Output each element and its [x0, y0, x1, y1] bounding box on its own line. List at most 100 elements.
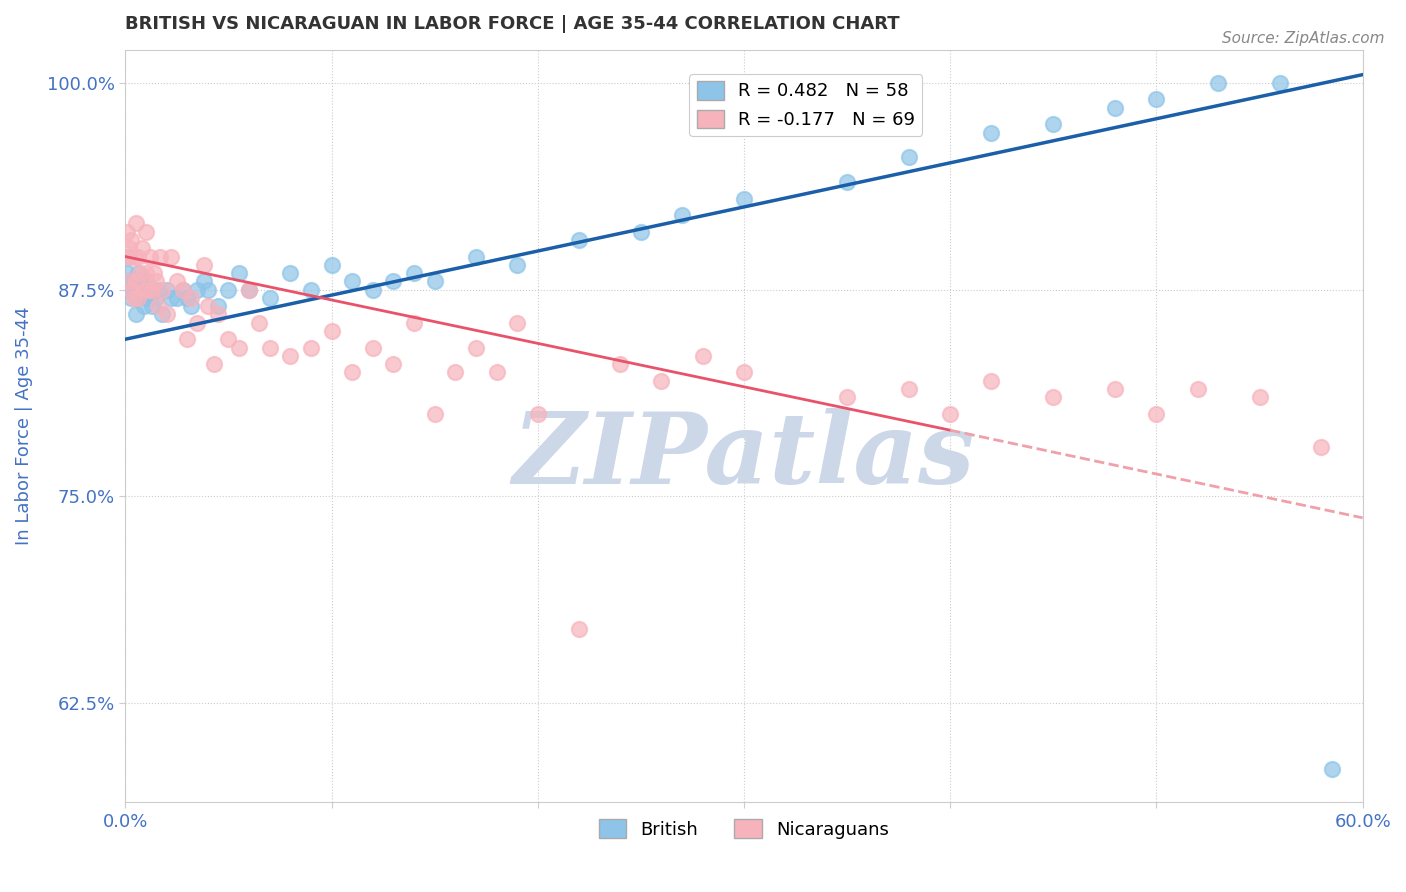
Point: [835, 390, 858, 404]
Point: [247, 316, 270, 330]
Point: [172, 283, 194, 297]
Point: [526, 407, 548, 421]
Point: [217, 283, 239, 297]
Point: [1104, 382, 1126, 396]
Point: [176, 291, 198, 305]
Point: [193, 258, 215, 272]
Point: [464, 250, 486, 264]
Point: [145, 274, 167, 288]
Text: ZIPatlas: ZIPatlas: [513, 408, 976, 504]
Point: [692, 349, 714, 363]
Point: [118, 274, 141, 288]
Text: BRITISH VS NICARAGUAN IN LABOR FORCE | AGE 35-44 CORRELATION CHART: BRITISH VS NICARAGUAN IN LABOR FORCE | A…: [125, 15, 900, 33]
Point: [321, 258, 343, 272]
Point: [122, 291, 145, 305]
Point: [121, 291, 143, 305]
Point: [1249, 390, 1271, 404]
Point: [121, 283, 143, 297]
Point: [135, 291, 157, 305]
Point: [152, 307, 174, 321]
Point: [193, 274, 215, 288]
Point: [148, 299, 170, 313]
Point: [278, 349, 301, 363]
Point: [423, 407, 446, 421]
Point: [186, 316, 208, 330]
Point: [980, 374, 1002, 388]
Point: [135, 266, 157, 280]
Point: [299, 341, 322, 355]
Point: [166, 291, 188, 305]
Point: [145, 291, 167, 305]
Point: [124, 274, 146, 288]
Point: [568, 233, 591, 247]
Legend: British, Nicaraguans: British, Nicaraguans: [592, 812, 896, 846]
Point: [121, 283, 143, 297]
Point: [671, 208, 693, 222]
Point: [155, 283, 177, 297]
Point: [141, 283, 163, 297]
Point: [939, 407, 962, 421]
Point: [1042, 117, 1064, 131]
Point: [128, 266, 150, 280]
Point: [197, 299, 219, 313]
Point: [148, 283, 170, 297]
Point: [180, 299, 202, 313]
Point: [117, 225, 139, 239]
Point: [172, 283, 194, 297]
Point: [135, 225, 157, 239]
Point: [127, 291, 149, 305]
Point: [609, 357, 631, 371]
Point: [361, 341, 384, 355]
Point: [630, 225, 652, 239]
Point: [124, 283, 146, 297]
Point: [166, 274, 188, 288]
Point: [143, 266, 166, 280]
Point: [149, 250, 172, 264]
Point: [1144, 92, 1167, 106]
Point: [152, 283, 174, 297]
Point: [464, 341, 486, 355]
Point: [321, 324, 343, 338]
Point: [124, 217, 146, 231]
Point: [897, 382, 920, 396]
Point: [118, 241, 141, 255]
Point: [207, 307, 229, 321]
Point: [124, 307, 146, 321]
Point: [131, 241, 153, 255]
Point: [1268, 76, 1291, 90]
Point: [128, 274, 150, 288]
Point: [207, 299, 229, 313]
Point: [122, 274, 145, 288]
Point: [733, 365, 755, 379]
Point: [340, 365, 363, 379]
Point: [299, 283, 322, 297]
Point: [197, 283, 219, 297]
Point: [202, 357, 225, 371]
Point: [117, 283, 139, 297]
Point: [132, 283, 155, 297]
Point: [733, 192, 755, 206]
Point: [1042, 390, 1064, 404]
Point: [361, 283, 384, 297]
Point: [122, 250, 145, 264]
Point: [228, 266, 250, 280]
Point: [139, 283, 162, 297]
Point: [506, 258, 529, 272]
Point: [217, 332, 239, 346]
Point: [1187, 382, 1209, 396]
Point: [180, 291, 202, 305]
Point: [121, 233, 143, 247]
Point: [117, 266, 139, 280]
Point: [402, 266, 425, 280]
Point: [259, 291, 281, 305]
Point: [506, 316, 529, 330]
Point: [127, 291, 149, 305]
Point: [485, 365, 508, 379]
Point: [1144, 407, 1167, 421]
Point: [136, 283, 159, 297]
Point: [117, 250, 139, 264]
Point: [835, 175, 858, 189]
Point: [127, 266, 149, 280]
Point: [127, 250, 149, 264]
Point: [132, 299, 155, 313]
